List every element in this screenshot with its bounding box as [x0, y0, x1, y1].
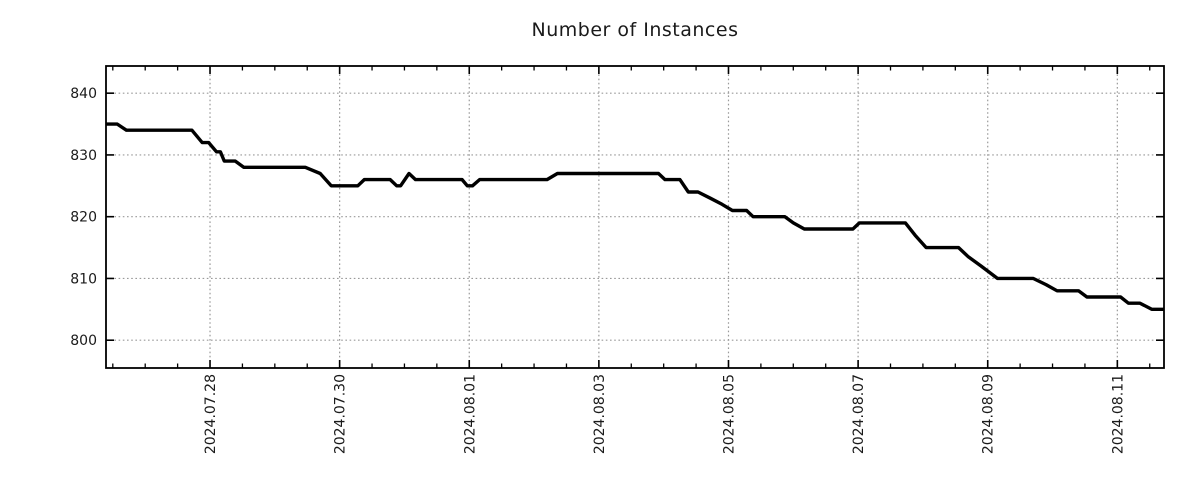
y-tick-label: 820 — [70, 210, 97, 226]
x-tick-label: 2024.08.07 — [851, 374, 867, 454]
chart-title: Number of Instances — [531, 19, 739, 41]
x-tick-label: 2024.08.09 — [981, 374, 997, 454]
data-line-instances — [106, 122, 1164, 311]
x-tick-label: 2024.08.05 — [721, 374, 737, 454]
x-tick-label: 2024.08.01 — [462, 374, 478, 454]
y-tick-label: 810 — [70, 271, 97, 287]
x-tick-label: 2024.07.30 — [333, 374, 349, 454]
y-tick-label: 830 — [70, 148, 97, 164]
x-tick-label: 2024.07.28 — [203, 374, 219, 454]
x-tick-label: 2024.08.11 — [1110, 374, 1126, 454]
x-tick-label: 2024.08.03 — [592, 374, 608, 454]
y-tick-label: 840 — [70, 86, 97, 102]
y-tick-label: 800 — [70, 333, 97, 349]
